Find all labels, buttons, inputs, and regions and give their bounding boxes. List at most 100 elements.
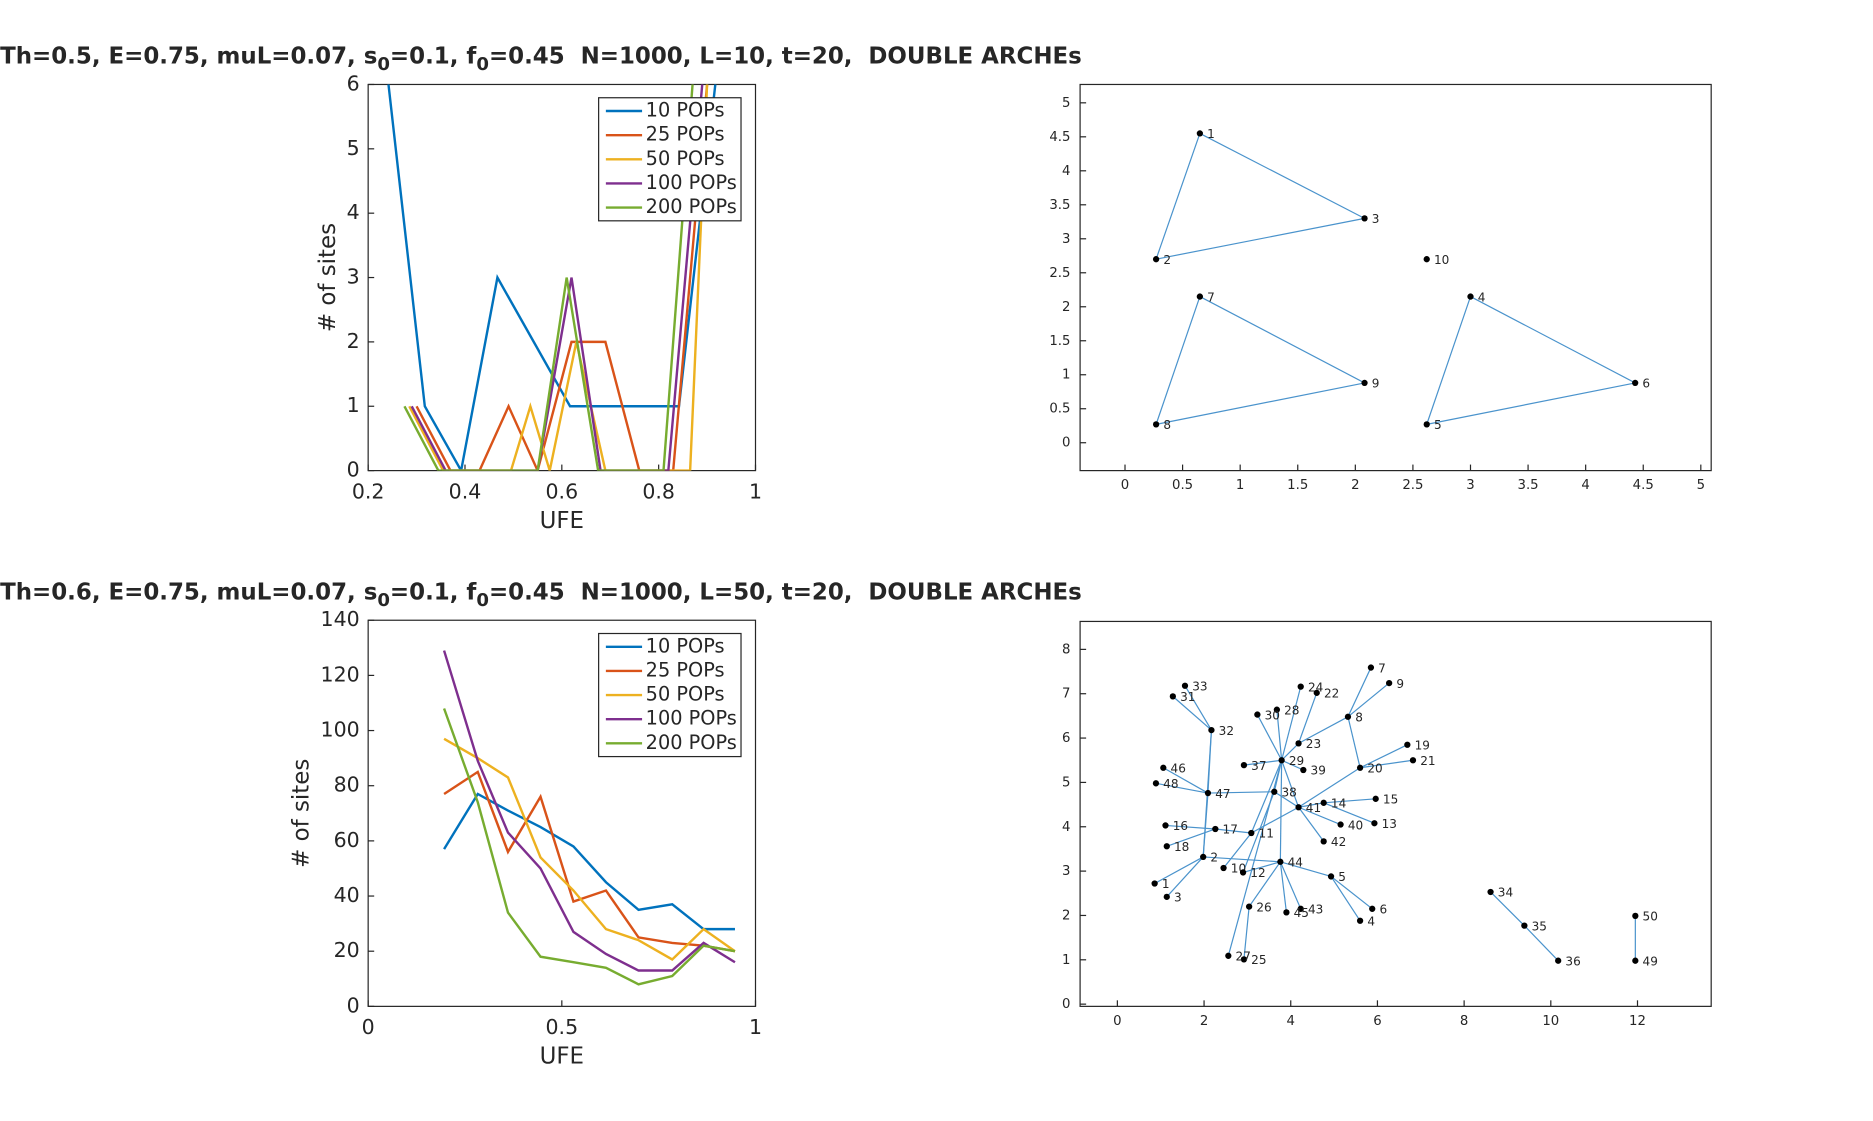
edge bbox=[1199, 132, 1365, 219]
node bbox=[1297, 905, 1304, 912]
node-label: 9 bbox=[1396, 677, 1404, 691]
series-line bbox=[442, 650, 736, 972]
node bbox=[1297, 683, 1304, 690]
node bbox=[1423, 256, 1430, 263]
y-tick-label: 4 bbox=[1062, 820, 1070, 835]
node bbox=[1555, 957, 1562, 964]
node-label: 7 bbox=[1207, 290, 1215, 304]
edge bbox=[1297, 692, 1318, 744]
edge bbox=[1155, 382, 1365, 425]
legend-label: 200 POPs bbox=[646, 731, 737, 754]
legend-label: 50 POPs bbox=[646, 683, 725, 706]
node bbox=[1152, 256, 1160, 263]
node-label: 46 bbox=[1171, 761, 1186, 775]
edge bbox=[1273, 760, 1283, 792]
node-label: 39 bbox=[1311, 764, 1326, 778]
x-tick-label: 0.5 bbox=[1172, 478, 1193, 493]
node bbox=[1240, 761, 1248, 769]
node-label: 22 bbox=[1324, 687, 1339, 701]
node-label: 33 bbox=[1192, 679, 1207, 693]
title-part: 0 bbox=[476, 54, 489, 75]
x-tick-label: 3.5 bbox=[1518, 478, 1539, 493]
x-tick-label: 6 bbox=[1373, 1014, 1381, 1029]
node bbox=[1196, 293, 1204, 300]
node bbox=[1245, 903, 1253, 910]
y-tick-label: 80 bbox=[334, 773, 360, 797]
node-label: 9 bbox=[1372, 377, 1380, 391]
edge bbox=[1281, 742, 1299, 761]
node-label: 24 bbox=[1308, 680, 1323, 694]
node bbox=[1271, 788, 1278, 795]
node bbox=[1212, 825, 1219, 833]
y-tick-label: 4.5 bbox=[1049, 130, 1070, 145]
edge bbox=[1215, 828, 1252, 834]
node bbox=[1632, 957, 1639, 964]
edge bbox=[1330, 875, 1373, 910]
node-label: 4 bbox=[1367, 914, 1375, 928]
node-label: 12 bbox=[1250, 866, 1265, 880]
axes-box bbox=[1079, 83, 1712, 472]
y-tick-label: 3 bbox=[1062, 232, 1070, 247]
edge bbox=[1323, 798, 1376, 804]
x-tick-label: 0.8 bbox=[642, 479, 675, 503]
edge bbox=[1279, 861, 1288, 913]
node bbox=[1521, 922, 1528, 929]
node bbox=[1632, 379, 1639, 387]
x-tick-label: 10 bbox=[1542, 1014, 1559, 1029]
y-tick-label: 5 bbox=[1062, 96, 1070, 111]
y-tick-label: 0 bbox=[347, 458, 360, 482]
axes-2: Th=0.6, E=0.75, muL=0.07, s0=0.1, f0=0.4… bbox=[0, 579, 1082, 1070]
node bbox=[1273, 706, 1281, 713]
node-label: 7 bbox=[1378, 661, 1386, 675]
node bbox=[1278, 757, 1285, 764]
y-tick-label: 5 bbox=[347, 136, 360, 160]
node-label: 38 bbox=[1282, 785, 1297, 799]
node bbox=[1313, 689, 1320, 696]
edge bbox=[1359, 744, 1408, 769]
node-label: 23 bbox=[1306, 737, 1321, 751]
edge bbox=[1223, 832, 1252, 869]
edge bbox=[1490, 891, 1525, 927]
node-label: 16 bbox=[1173, 819, 1188, 833]
y-tick-label: 20 bbox=[334, 938, 360, 962]
title-part: =0.1, f bbox=[390, 43, 477, 69]
x-tick-label: 1 bbox=[749, 1015, 762, 1039]
x-tick-label: 4.5 bbox=[1633, 478, 1654, 493]
x-tick-label: 2 bbox=[1351, 478, 1359, 493]
x-tick-label: 2 bbox=[1200, 1014, 1208, 1029]
node bbox=[1225, 952, 1232, 959]
y-tick-label: 1 bbox=[1062, 368, 1070, 383]
node bbox=[1152, 421, 1160, 428]
node bbox=[1320, 799, 1327, 806]
node bbox=[1163, 893, 1170, 900]
x-tick-label: 0.6 bbox=[546, 479, 579, 503]
edge bbox=[1298, 806, 1341, 826]
edge bbox=[1248, 861, 1281, 907]
edge bbox=[1347, 716, 1361, 768]
edge bbox=[1155, 296, 1201, 425]
node bbox=[1632, 912, 1639, 920]
node bbox=[1356, 917, 1364, 924]
title-part: 0 bbox=[377, 54, 390, 75]
node-label: 41 bbox=[1306, 801, 1321, 815]
edge bbox=[1250, 760, 1283, 834]
axes-0: Th=0.5, E=0.75, muL=0.07, s0=0.1, f0=0.4… bbox=[0, 43, 1082, 534]
title-part: 0 bbox=[476, 590, 489, 611]
node-label: 48 bbox=[1163, 777, 1178, 791]
node-label: 10 bbox=[1434, 253, 1449, 267]
legend-label: 100 POPs bbox=[646, 171, 737, 194]
edge bbox=[1298, 802, 1324, 808]
series-line bbox=[443, 737, 736, 961]
x-tick-label: 0 bbox=[1113, 1014, 1121, 1029]
node-label: 26 bbox=[1256, 900, 1271, 914]
y-tick-label: 1 bbox=[1062, 953, 1070, 968]
node-label: 1 bbox=[1207, 127, 1215, 141]
node-label: 37 bbox=[1251, 759, 1266, 773]
y-tick-label: 6 bbox=[1062, 731, 1070, 746]
edge bbox=[1281, 759, 1304, 771]
node bbox=[1369, 905, 1376, 912]
title-part: 0 bbox=[377, 590, 390, 611]
node-label: 32 bbox=[1219, 724, 1234, 738]
